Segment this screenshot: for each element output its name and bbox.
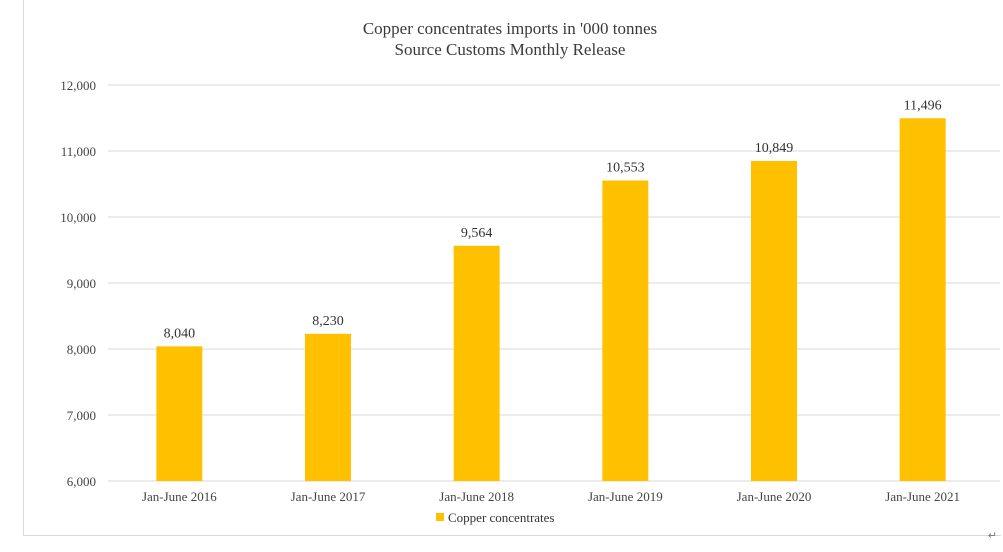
y-tick-label: 7,000 xyxy=(67,408,96,423)
chart-title: Copper concentrates imports in '000 tonn… xyxy=(363,19,657,38)
y-tick-label: 9,000 xyxy=(67,276,96,291)
bar xyxy=(156,346,203,481)
y-tick-label: 6,000 xyxy=(67,474,96,489)
y-tick-label: 12,000 xyxy=(60,78,96,93)
data-label: 10,553 xyxy=(606,161,645,176)
bar xyxy=(305,333,351,481)
chart-subtitle: Source Customs Monthly Release xyxy=(395,40,626,59)
x-tick-label: Jan-June 2018 xyxy=(439,489,514,504)
x-tick-label: Jan-June 2021 xyxy=(885,489,960,504)
data-label: 11,496 xyxy=(904,98,942,113)
gridlines xyxy=(108,84,1000,482)
y-tick-label: 10,000 xyxy=(60,210,96,225)
x-tick-label: Jan-June 2016 xyxy=(142,489,217,504)
bar xyxy=(453,245,500,481)
x-tick-label: Jan-June 2020 xyxy=(737,489,812,504)
chart-frame xyxy=(23,0,1001,536)
bar xyxy=(751,160,797,481)
bars xyxy=(156,118,946,481)
legend-swatch xyxy=(436,513,444,521)
legend: Copper concentrates xyxy=(436,510,554,525)
data-label: 9,564 xyxy=(461,226,493,241)
bar xyxy=(602,180,649,481)
data-labels: 8,040 8,230 9,564 10,553 10,849 11,496 xyxy=(164,98,942,341)
x-tick-label: Jan-June 2019 xyxy=(588,489,663,504)
x-axis: Jan-June 2016 Jan-June 2017 Jan-June 2018 J… xyxy=(142,489,960,504)
data-label: 8,040 xyxy=(164,326,196,341)
bar xyxy=(899,118,946,481)
y-axis: 6,000 7,000 8,000 9,000 10,000 11,000 12,000 xyxy=(60,78,96,489)
legend-label: Copper concentrates xyxy=(448,510,554,525)
data-label: 10,849 xyxy=(755,141,794,156)
data-label: 8,230 xyxy=(312,314,344,329)
y-tick-label: 11,000 xyxy=(61,144,96,159)
x-tick-label: Jan-June 2017 xyxy=(291,489,366,504)
return-mark-icon: ↵ xyxy=(987,529,997,542)
y-tick-label: 8,000 xyxy=(67,342,96,357)
